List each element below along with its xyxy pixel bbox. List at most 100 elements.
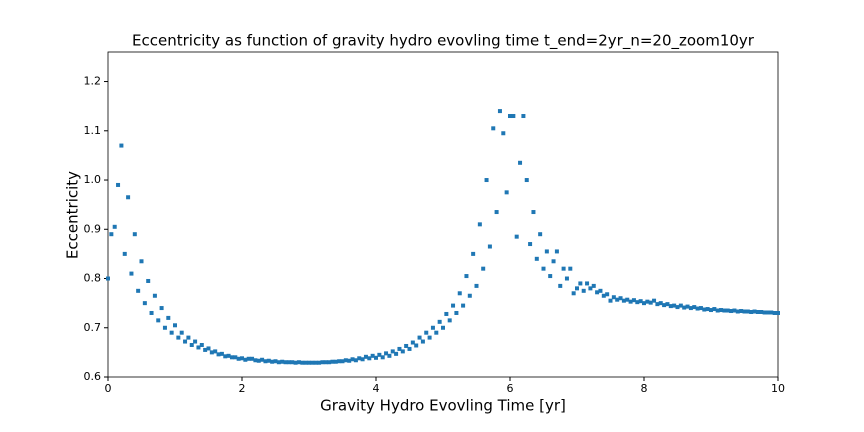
point [672,303,677,308]
point [236,356,241,361]
point [189,342,194,347]
point [538,232,543,237]
point [199,342,204,347]
point [595,290,600,295]
point [755,310,760,314]
point [122,251,127,256]
point [146,278,151,283]
point [139,259,144,264]
point [776,310,780,315]
point [266,358,271,363]
point [759,310,764,314]
point [588,286,593,291]
point [471,251,476,256]
point [377,352,382,357]
point [668,304,673,309]
point [340,359,345,364]
point [333,359,338,364]
point [136,288,141,293]
y-tick-label: 0.7 [84,321,102,334]
point [611,295,616,300]
point [461,303,466,308]
point [484,178,489,183]
point [494,210,499,215]
point [524,178,529,183]
point [290,360,295,365]
point [343,358,348,363]
point [558,283,563,288]
point [129,271,134,276]
point [464,274,469,279]
point [216,352,221,357]
point [662,303,667,308]
point [159,306,164,311]
point [508,114,512,119]
point [742,309,747,314]
x-axis-label: Gravity Hydro Evovling Time [yr] [320,397,566,415]
point [447,318,452,323]
point [715,308,720,313]
point [142,301,147,306]
point [732,308,737,313]
point [487,244,492,249]
point [735,309,740,314]
point [725,308,730,313]
point [692,305,697,310]
point [360,357,365,362]
point [270,359,275,364]
point [544,249,549,254]
point [564,276,569,281]
point [119,143,124,148]
point [541,266,546,271]
x-tick-label: 0 [105,382,112,395]
point [437,319,442,324]
point [615,297,620,302]
point [280,359,285,364]
point [578,281,583,286]
point [307,360,311,365]
point [678,303,683,308]
point [628,299,633,304]
x-tick-label: 8 [641,382,648,395]
point [347,358,352,363]
point [357,356,362,361]
point [652,298,657,303]
y-tick-label: 1.0 [84,173,102,186]
point [250,356,255,361]
point [296,360,301,365]
point [206,346,211,351]
point [320,360,325,365]
point [363,354,368,359]
point [112,224,117,229]
point [534,256,539,261]
point [116,182,121,187]
point [213,349,218,354]
point [745,309,750,314]
point [162,325,167,330]
point [330,359,335,364]
point [313,360,318,365]
point [709,308,713,313]
point [554,249,559,254]
x-tick-label: 6 [507,382,514,395]
y-tick-label: 0.8 [84,272,102,285]
point [698,306,703,311]
point [430,325,435,330]
point [407,346,412,351]
point [531,210,536,215]
point [568,266,573,271]
point [769,310,774,315]
point [658,301,663,306]
point [233,355,238,360]
point [441,325,445,330]
point [665,302,670,307]
y-tick-label: 0.6 [84,370,102,383]
point [695,306,700,311]
point [601,293,606,298]
point [152,293,157,298]
point [514,234,519,239]
point [327,360,332,365]
point [434,330,439,335]
point [387,353,392,358]
point [390,349,395,354]
